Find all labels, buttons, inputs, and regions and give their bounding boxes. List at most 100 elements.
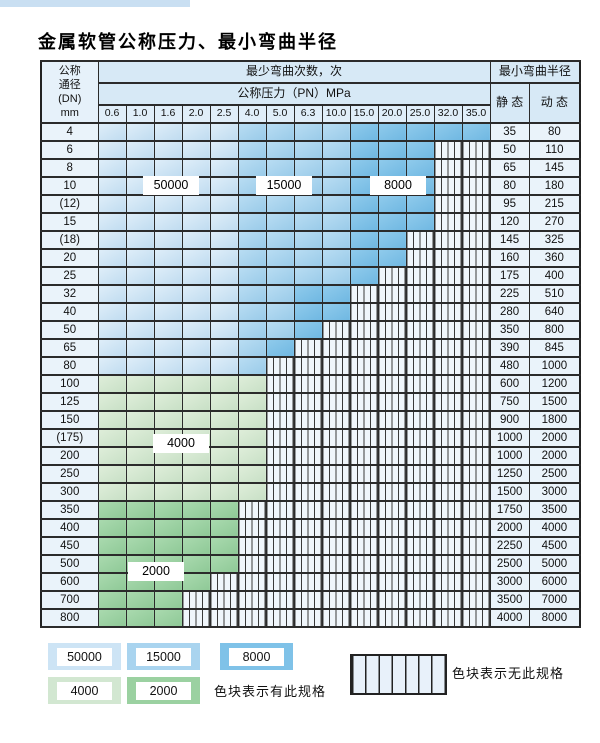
no-spec-cell bbox=[461, 176, 491, 196]
spec-cell bbox=[237, 482, 267, 502]
spec-cell bbox=[321, 266, 351, 286]
dynamic-radius-cell: 360 bbox=[528, 248, 581, 268]
no-spec-cell bbox=[293, 410, 323, 430]
spec-cell bbox=[97, 374, 127, 394]
spec-cell bbox=[125, 392, 155, 412]
legend: 50000 15000 8000 4000 2000 色块表示有此规格 色块表示… bbox=[40, 641, 580, 716]
spec-cell bbox=[209, 176, 239, 196]
spec-cell bbox=[349, 158, 379, 178]
no-spec-cell bbox=[293, 590, 323, 610]
dn-header-line: 通径 bbox=[58, 79, 81, 91]
dn-cell: (175) bbox=[40, 428, 99, 448]
table-row: 80 480 1000 bbox=[40, 356, 581, 376]
no-spec-cell bbox=[405, 302, 435, 322]
no-spec-cell bbox=[433, 428, 463, 448]
static-radius-cell: 4000 bbox=[489, 608, 530, 628]
spec-cell bbox=[321, 194, 351, 214]
table-row: 600 3000 6000 bbox=[40, 572, 581, 592]
spec-cell bbox=[125, 590, 155, 610]
table-body: 4 35 80 6 50 110 8 65 145 10 80 180 (12) 95 215 15 120 27… bbox=[40, 122, 581, 628]
spec-cell bbox=[97, 464, 127, 484]
spec-cell bbox=[97, 572, 127, 592]
spec-cell bbox=[265, 158, 295, 178]
dn-cell: 10 bbox=[40, 176, 99, 196]
no-spec-cell bbox=[433, 212, 463, 232]
spec-cell bbox=[265, 176, 295, 196]
dn-cell: 125 bbox=[40, 392, 99, 412]
spec-cell bbox=[209, 122, 239, 142]
spec-cell bbox=[293, 212, 323, 232]
spec-cell bbox=[153, 392, 183, 412]
no-spec-cell bbox=[377, 284, 407, 304]
spec-cell bbox=[181, 410, 211, 430]
page-title: 金属软管公称压力、最小弯曲半径 bbox=[38, 32, 338, 52]
spec-cell bbox=[153, 248, 183, 268]
spec-cell bbox=[125, 608, 155, 628]
legend-swatch-4000: 4000 bbox=[48, 677, 121, 704]
static-radius-cell: 1500 bbox=[489, 482, 530, 502]
dynamic-radius-cell: 400 bbox=[528, 266, 581, 286]
static-header: 静 态 bbox=[489, 82, 530, 124]
spec-cell bbox=[97, 410, 127, 430]
table-row: 450 2250 4500 bbox=[40, 536, 581, 556]
no-spec-cell bbox=[433, 338, 463, 358]
spec-cell bbox=[97, 140, 127, 160]
spec-cell bbox=[349, 176, 379, 196]
spec-cell bbox=[125, 554, 155, 574]
spec-cell bbox=[125, 410, 155, 430]
spec-cell bbox=[153, 482, 183, 502]
no-spec-cell bbox=[377, 590, 407, 610]
spec-cell bbox=[265, 212, 295, 232]
spec-cell bbox=[265, 338, 295, 358]
spec-cell bbox=[237, 248, 267, 268]
spec-cell bbox=[377, 230, 407, 250]
no-spec-cell bbox=[237, 590, 267, 610]
spec-cell bbox=[153, 338, 183, 358]
dynamic-radius-cell: 800 bbox=[528, 320, 581, 340]
spec-cell bbox=[377, 194, 407, 214]
static-radius-cell: 95 bbox=[489, 194, 530, 214]
dynamic-radius-cell: 845 bbox=[528, 338, 581, 358]
pressure-tick: 20.0 bbox=[377, 104, 407, 124]
dn-cell: 4 bbox=[40, 122, 99, 142]
no-spec-cell bbox=[433, 320, 463, 340]
no-spec-cell bbox=[433, 230, 463, 250]
spec-cell bbox=[181, 518, 211, 538]
no-spec-cell bbox=[433, 392, 463, 412]
spec-cell bbox=[125, 320, 155, 340]
no-spec-cell bbox=[377, 536, 407, 556]
no-spec-cell bbox=[321, 374, 351, 394]
no-spec-cell bbox=[293, 464, 323, 484]
no-spec-cell bbox=[405, 428, 435, 448]
no-spec-cell bbox=[293, 374, 323, 394]
spec-cell bbox=[349, 122, 379, 142]
spec-cell bbox=[405, 140, 435, 160]
spec-cell bbox=[377, 158, 407, 178]
no-spec-cell bbox=[433, 536, 463, 556]
static-radius-cell: 750 bbox=[489, 392, 530, 412]
no-spec-cell bbox=[349, 518, 379, 538]
spec-cell bbox=[237, 212, 267, 232]
spec-cell bbox=[125, 302, 155, 322]
spec-table: 公称 通径 (DN) mm 最少弯曲次数，次 最小弯曲半径 公称压力（PN）MP… bbox=[40, 60, 582, 628]
spec-cell bbox=[265, 284, 295, 304]
no-spec-cell bbox=[321, 410, 351, 430]
spec-cell bbox=[97, 176, 127, 196]
dn-cell: 25 bbox=[40, 266, 99, 286]
static-radius-cell: 280 bbox=[489, 302, 530, 322]
spec-cell bbox=[181, 392, 211, 412]
spec-cell bbox=[209, 374, 239, 394]
dynamic-radius-cell: 180 bbox=[528, 176, 581, 196]
spec-cell bbox=[209, 446, 239, 466]
dn-cell: (18) bbox=[40, 230, 99, 250]
no-spec-cell bbox=[377, 464, 407, 484]
dn-cell: 6 bbox=[40, 140, 99, 160]
no-spec-cell bbox=[265, 536, 295, 556]
no-spec-cell bbox=[349, 392, 379, 412]
no-spec-cell bbox=[265, 464, 295, 484]
no-spec-cell bbox=[321, 320, 351, 340]
table-row: 25 175 400 bbox=[40, 266, 581, 286]
spec-cell bbox=[237, 140, 267, 160]
no-spec-cell bbox=[349, 572, 379, 592]
spec-cell bbox=[97, 608, 127, 628]
